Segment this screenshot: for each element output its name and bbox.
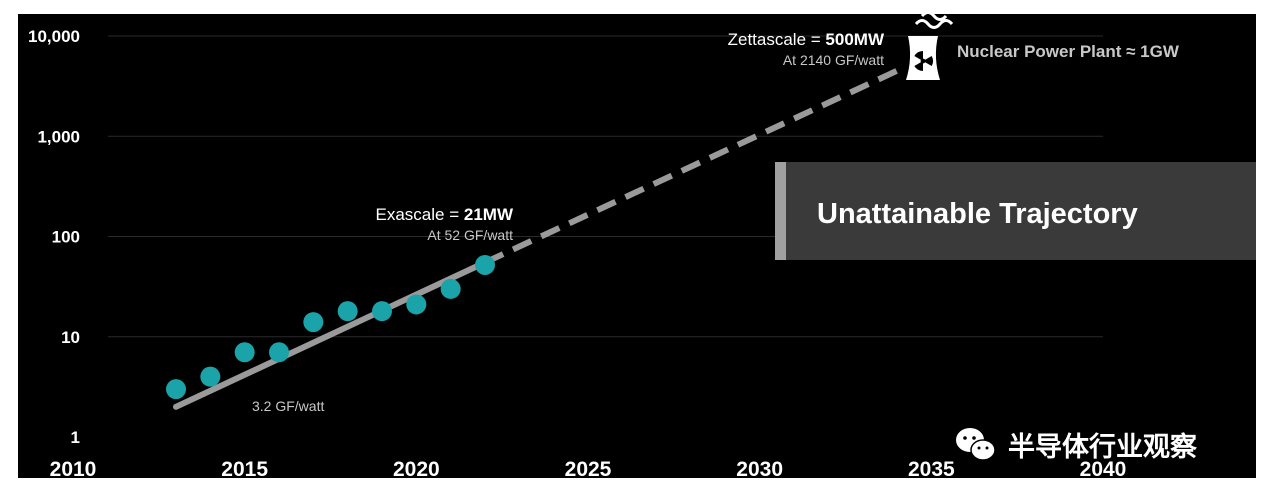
trend-lines: [173, 68, 899, 410]
callout-background: [775, 162, 1256, 260]
zettascale-label: Zettascale = 500MW: [728, 30, 885, 49]
wechat-icon: [956, 428, 996, 461]
nuclear-plant-label: Nuclear Power Plant ≈ 1GW: [957, 42, 1180, 61]
exascale-label: Exascale = 21MW: [376, 205, 514, 224]
data-point: [440, 278, 461, 299]
x-tick-label: 2020: [393, 458, 440, 478]
zettascale-efficiency: At 2140 GF/watt: [783, 52, 884, 68]
data-points: [166, 254, 495, 400]
x-tick-label: 2030: [736, 458, 783, 478]
y-tick-label: 10: [61, 328, 80, 347]
y-tick-label: 1: [71, 428, 80, 447]
data-point: [200, 366, 221, 387]
start-efficiency-label: 3.2 GF/watt: [252, 398, 324, 414]
exascale-efficiency: At 52 GF/watt: [427, 227, 513, 243]
exascale-annotation: Exascale = 21MW At 52 GF/watt: [376, 205, 514, 243]
data-point: [406, 294, 427, 315]
unattainable-callout: Unattainable Trajectory: [775, 162, 1256, 260]
y-tick-label: 1,000: [37, 127, 80, 146]
y-axis-ticks: 10,000 1,000 100 10 1: [28, 27, 80, 447]
x-tick-label: 2015: [221, 458, 268, 478]
data-point: [372, 301, 392, 322]
nuclear-plant-icon: [906, 14, 954, 80]
data-point: [337, 301, 358, 322]
watermark: 半导体行业观察: [956, 428, 1198, 463]
data-point: [269, 342, 289, 363]
exascale-prefix: Exascale =: [376, 205, 464, 224]
callout-label: Unattainable Trajectory: [817, 198, 1138, 230]
y-tick-label: 10,000: [28, 27, 80, 46]
dashed-trend-line: [483, 68, 899, 266]
zettascale-power: 500MW: [825, 30, 885, 49]
callout-accent-bar: [775, 162, 786, 260]
zettascale-annotation: Zettascale = 500MW At 2140 GF/watt: [728, 30, 885, 68]
data-point: [303, 312, 324, 333]
x-tick-label: 2025: [565, 458, 612, 478]
x-tick-label: 2040: [1080, 458, 1127, 478]
x-tick-label: 2035: [908, 458, 955, 478]
data-point: [234, 342, 255, 363]
radiation-icon: [914, 51, 933, 71]
steam-icon: [914, 14, 954, 29]
x-axis-ticks: 2010 2015 2020 2025 2030 2035 2040: [50, 458, 1127, 478]
watermark-text: 半导体行业观察: [1008, 431, 1198, 463]
y-tick-label: 100: [52, 228, 80, 247]
exascale-power: 21MW: [464, 205, 514, 224]
solid-trend-line: [173, 259, 488, 410]
zettascale-prefix: Zettascale =: [728, 30, 826, 49]
data-point: [475, 254, 495, 275]
data-point: [166, 379, 186, 400]
chart-frame: 10,000 1,000 100 10 1 2010 2015 2020 2025 2030 20…: [18, 14, 1256, 478]
x-tick-label: 2010: [50, 458, 97, 478]
